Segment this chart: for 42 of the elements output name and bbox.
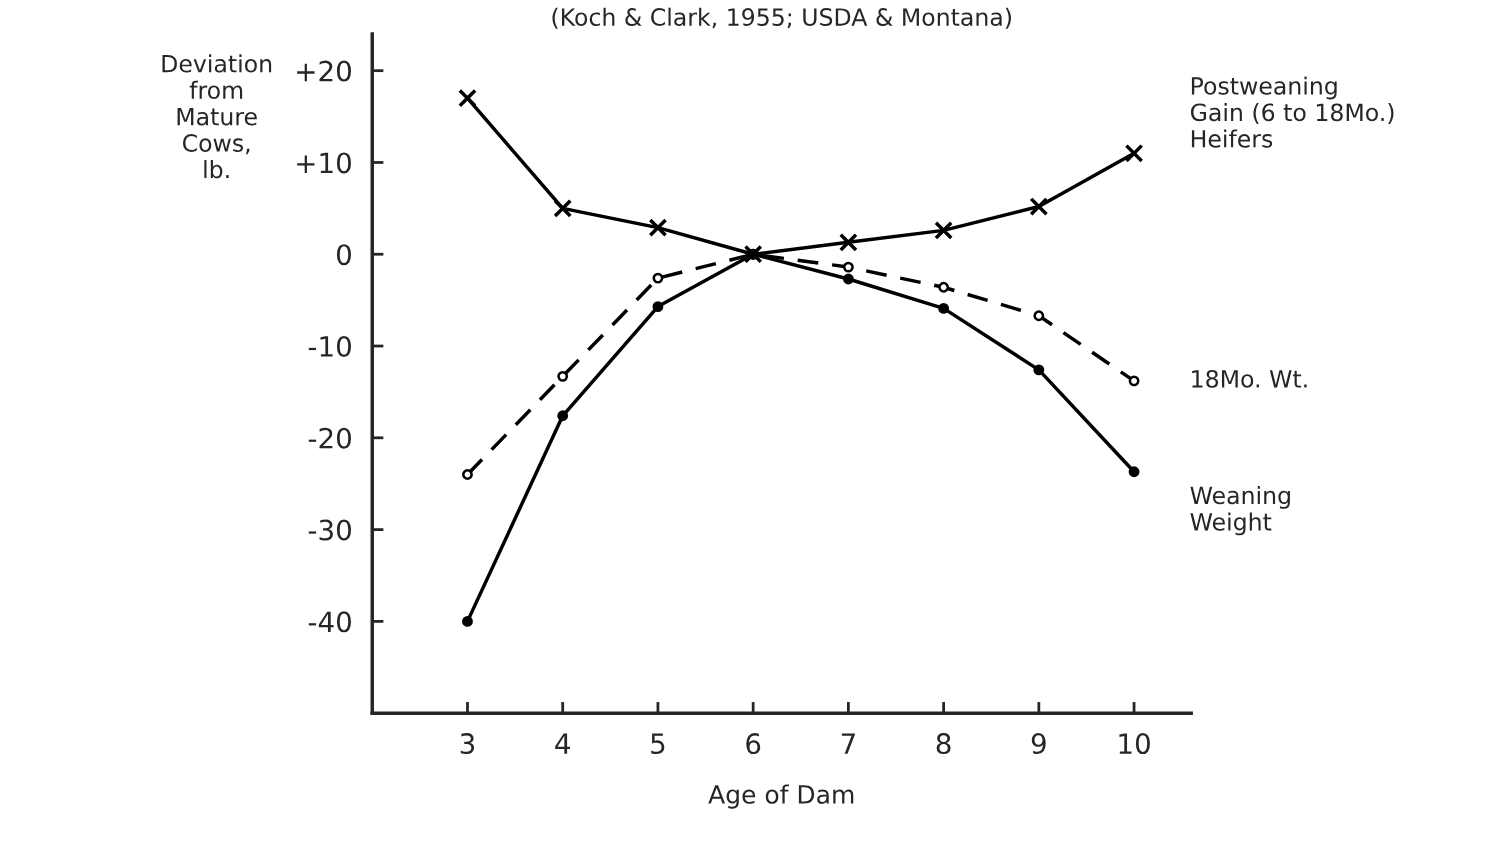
point [462,615,473,627]
point [652,272,664,284]
point [648,218,668,237]
y-tick-label: -40 [308,611,351,633]
y-tick-label: +10 [297,152,351,174]
y-tick-label: +20 [297,60,351,82]
x-tick-label: 5 [651,733,665,755]
point [458,88,477,108]
point [938,281,950,293]
point [652,301,664,312]
point [1033,310,1045,322]
point [842,261,854,273]
y-tick-label: -30 [308,519,351,541]
point [934,221,953,240]
point [1033,364,1045,376]
y-tick-label: -20 [308,427,351,449]
y-tick-label: -10 [308,335,351,357]
x-tick-label: 6 [746,733,761,755]
point [1128,466,1140,478]
x-tick-label: 10 [1119,733,1150,755]
x-tick-label: 3 [460,733,475,755]
point [462,469,473,480]
x-tick-label: 9 [1031,733,1046,755]
text: Weaning Weight [1190,486,1290,536]
chart-title: (Koch & Clark, 1955; USDA & Montana) [552,7,1011,29]
point [839,232,858,252]
point [557,410,569,422]
x-tick-label: 4 [555,733,570,754]
x-tick-label: 8 [936,733,951,755]
text: 18Mo. Wt. [1192,369,1307,388]
point [553,198,573,218]
text: Postweaning Gain (6 to 18Mo.) Heifers [1190,76,1394,148]
point [1124,143,1144,163]
point [1029,197,1049,216]
y-tick-label: 0 [336,244,351,266]
point [842,273,854,285]
point [938,302,950,314]
x-tick-label: 7 [841,733,855,754]
point [1128,375,1140,387]
x-axis-title: Age of Dam [708,784,854,809]
y-axis-title: Deviation from Mature Cows, lb. [162,54,272,179]
point [557,370,569,382]
